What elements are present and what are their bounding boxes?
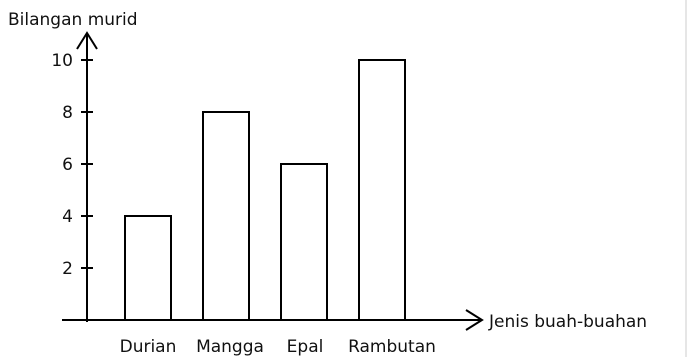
x-tick-label-mangga: Mangga [196, 337, 264, 357]
bar-rambutan [358, 59, 406, 321]
x-axis-arrow [465, 309, 484, 331]
x-tick-label-durian: Durian [120, 337, 177, 357]
y-axis-arrow [76, 31, 98, 50]
y-tick-label: 8 [62, 103, 73, 123]
y-axis-label: Bilangan murid [8, 10, 138, 30]
x-axis-label: Jenis buah-buahan [488, 312, 647, 332]
bar-epal [280, 163, 328, 321]
y-tick-label: 6 [62, 155, 73, 175]
right-edge-divider [685, 0, 687, 357]
x-tick-labels: Durian Mangga Epal Rambutan [120, 337, 436, 357]
y-tick-label: 10 [51, 51, 73, 71]
y-tick-label: 2 [62, 259, 73, 279]
y-tick-label: 4 [62, 207, 73, 227]
x-tick-label-epal: Epal [287, 337, 324, 357]
bar-mangga [202, 111, 250, 321]
bars [124, 59, 406, 321]
bar-durian [124, 215, 172, 321]
x-tick-label-rambutan: Rambutan [348, 337, 436, 357]
y-ticks: 2 4 6 8 10 [51, 51, 93, 279]
